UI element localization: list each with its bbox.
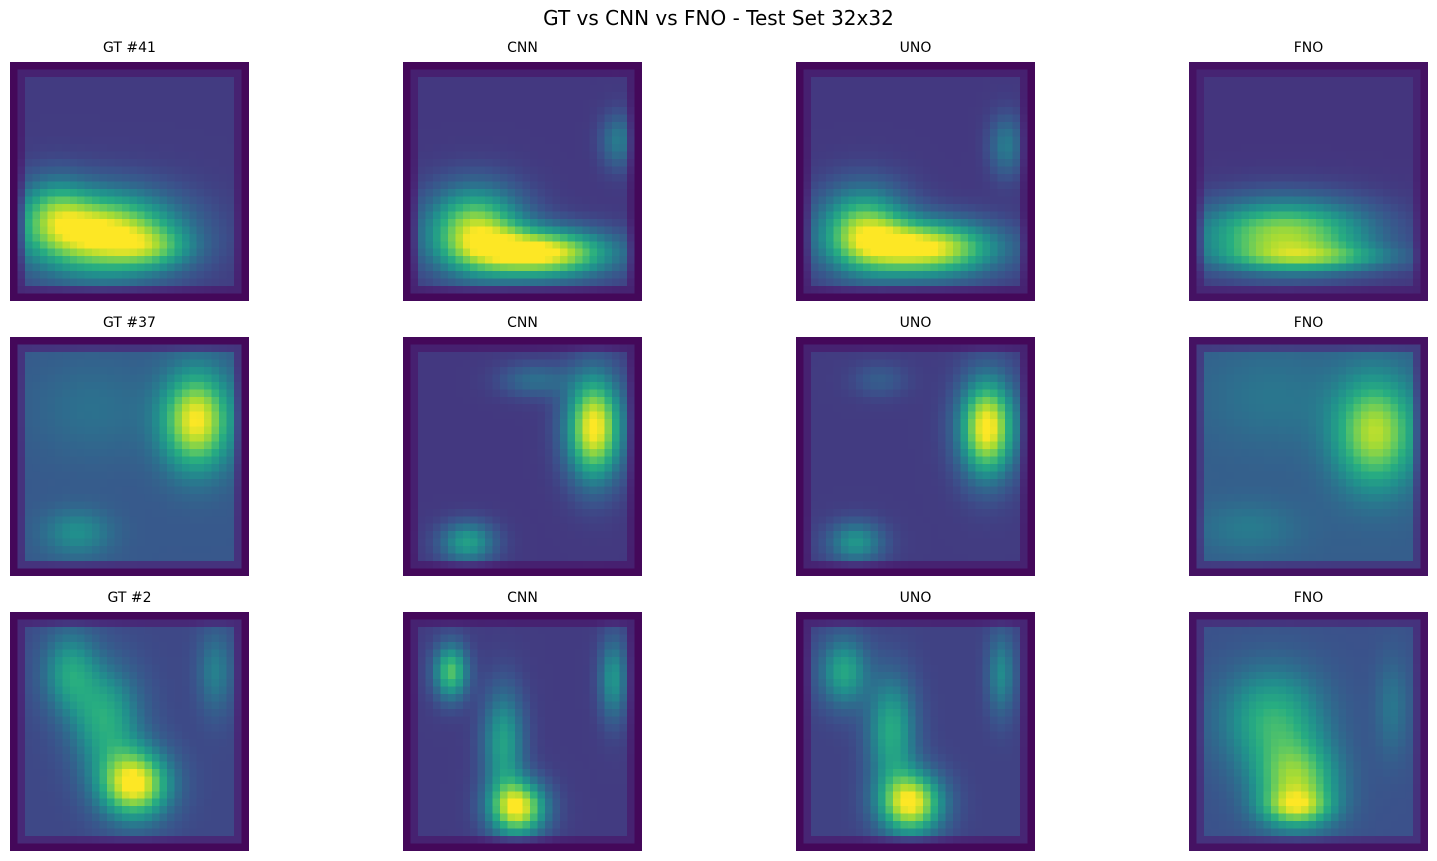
panel-gt-41: GT #41 [10, 40, 249, 301]
panel-title-fno-2: FNO [1293, 590, 1324, 606]
heatmap-uno-2 [796, 612, 1035, 851]
panel-cnn-37: CNN [403, 315, 642, 576]
panel-title-gt-37: GT #37 [103, 315, 156, 331]
panel-title-uno-2: UNO [899, 590, 932, 606]
panel-title-cnn-41: CNN [507, 40, 538, 56]
panel-title-gt-2: GT #2 [107, 590, 152, 606]
heatmap-cnn-41 [403, 62, 642, 301]
heatmap-gt-41 [10, 62, 249, 301]
panel-fno-41: FNO [1189, 40, 1428, 301]
panel-title-cnn-2: CNN [507, 590, 538, 606]
panel-cnn-2: CNN [403, 590, 642, 851]
heatmap-fno-37 [1189, 337, 1428, 576]
panel-cnn-41: CNN [403, 40, 642, 301]
panel-title-uno-37: UNO [899, 315, 932, 331]
heatmap-gt-2 [10, 612, 249, 851]
panel-gt-2: GT #2 [10, 590, 249, 851]
panel-title-cnn-37: CNN [507, 315, 538, 331]
panel-uno-41: UNO [796, 40, 1035, 301]
panel-title-uno-41: UNO [899, 40, 932, 56]
heatmap-gt-37 [10, 337, 249, 576]
heatmap-fno-2 [1189, 612, 1428, 851]
panel-title-gt-41: GT #41 [103, 40, 156, 56]
heatmap-cnn-37 [403, 337, 642, 576]
panel-uno-2: UNO [796, 590, 1035, 851]
heatmap-cnn-2 [403, 612, 642, 851]
heatmap-fno-41 [1189, 62, 1428, 301]
heatmap-uno-37 [796, 337, 1035, 576]
panel-fno-2: FNO [1189, 590, 1428, 851]
panel-fno-37: FNO [1189, 315, 1428, 576]
heatmap-uno-41 [796, 62, 1035, 301]
panel-uno-37: UNO [796, 315, 1035, 576]
panel-title-fno-37: FNO [1293, 315, 1324, 331]
panel-title-fno-41: FNO [1293, 40, 1324, 56]
figure-title: GT vs CNN vs FNO - Test Set 32x32 [543, 6, 894, 30]
panel-gt-37: GT #37 [10, 315, 249, 576]
